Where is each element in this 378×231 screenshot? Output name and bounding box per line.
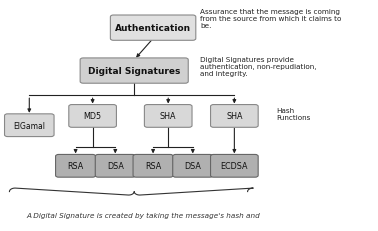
Text: Assurance that the message is coming
from the source from which it claims to
be.: Assurance that the message is coming fro… bbox=[200, 9, 342, 29]
Text: SHA: SHA bbox=[160, 112, 177, 121]
Text: A Digital Signature is created by taking the message's hash and: A Digital Signature is created by taking… bbox=[27, 212, 260, 218]
FancyBboxPatch shape bbox=[110, 16, 196, 41]
Text: DSA: DSA bbox=[184, 162, 201, 170]
Text: Authentication: Authentication bbox=[115, 24, 191, 33]
Text: Digital Signatures: Digital Signatures bbox=[88, 67, 180, 76]
Text: MD5: MD5 bbox=[84, 112, 102, 121]
FancyBboxPatch shape bbox=[144, 105, 192, 128]
FancyBboxPatch shape bbox=[5, 114, 54, 137]
FancyBboxPatch shape bbox=[211, 155, 258, 177]
Text: ElGamal: ElGamal bbox=[13, 121, 45, 130]
FancyBboxPatch shape bbox=[173, 155, 213, 177]
FancyBboxPatch shape bbox=[69, 105, 116, 128]
Text: RSA: RSA bbox=[68, 162, 84, 170]
Text: ECDSA: ECDSA bbox=[221, 162, 248, 170]
Text: SHA: SHA bbox=[226, 112, 243, 121]
Text: Hash
Functions: Hash Functions bbox=[276, 107, 310, 120]
FancyBboxPatch shape bbox=[133, 155, 173, 177]
Text: RSA: RSA bbox=[145, 162, 161, 170]
FancyBboxPatch shape bbox=[95, 155, 135, 177]
FancyBboxPatch shape bbox=[80, 59, 188, 84]
Text: Digital Signatures provide
authentication, non-repudiation,
and integrity.: Digital Signatures provide authenticatio… bbox=[200, 57, 317, 76]
Text: DSA: DSA bbox=[107, 162, 124, 170]
FancyBboxPatch shape bbox=[211, 105, 258, 128]
FancyBboxPatch shape bbox=[56, 155, 96, 177]
